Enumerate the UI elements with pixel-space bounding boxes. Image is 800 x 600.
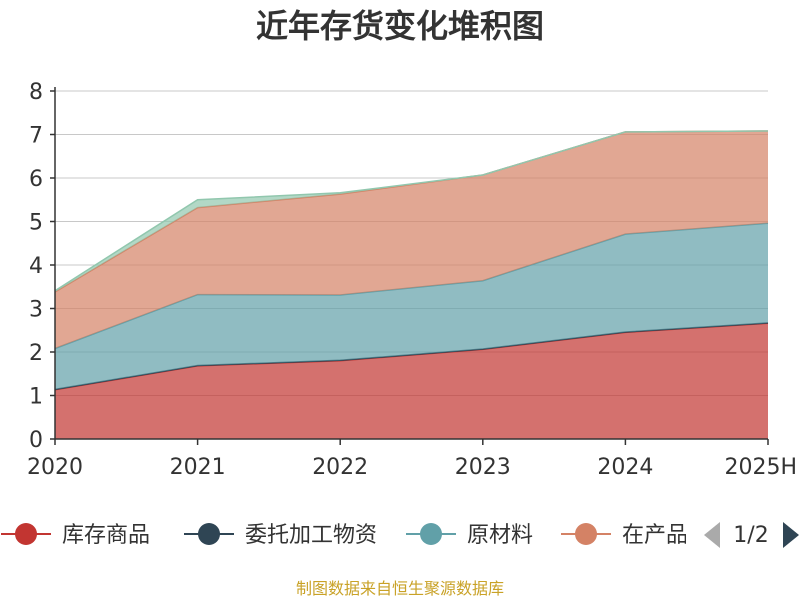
legend-next-icon[interactable] bbox=[783, 522, 799, 548]
legend-label: 库存商品 bbox=[62, 523, 150, 548]
x-tick-label: 2023 bbox=[455, 455, 511, 480]
legend-item-3[interactable]: 在产品 bbox=[561, 523, 688, 548]
y-tick-label: 4 bbox=[29, 254, 43, 279]
area-series-3[interactable] bbox=[55, 131, 768, 349]
source-note: 制图数据来自恒生聚源数据库 bbox=[295, 579, 504, 598]
y-tick-label: 2 bbox=[29, 341, 43, 366]
legend-prev-icon[interactable] bbox=[704, 522, 720, 548]
x-tick-label: 2025H bbox=[724, 455, 797, 480]
y-tick-label: 3 bbox=[29, 298, 43, 323]
legend-marker bbox=[198, 523, 220, 545]
legend-label: 原材料 bbox=[467, 523, 533, 548]
x-tick-label: 2021 bbox=[170, 455, 226, 480]
chart-title: 近年存货变化堆积图 bbox=[255, 7, 544, 45]
legend-marker bbox=[15, 523, 37, 545]
series-line-4 bbox=[54, 130, 769, 292]
y-tick-label: 8 bbox=[29, 80, 43, 105]
legend-marker bbox=[420, 523, 442, 545]
legend-item-0[interactable]: 库存商品 bbox=[1, 523, 150, 548]
area-series-2[interactable] bbox=[55, 223, 768, 390]
legend-marker bbox=[575, 523, 597, 545]
x-tick-label: 2024 bbox=[597, 455, 653, 480]
x-tick-label: 2020 bbox=[27, 455, 83, 480]
legend-item-2[interactable]: 原材料 bbox=[406, 523, 533, 548]
y-tick-label: 7 bbox=[29, 124, 43, 149]
legend-label: 委托加工物资 bbox=[245, 523, 377, 548]
area-series-0[interactable] bbox=[55, 323, 768, 439]
legend-item-1[interactable]: 委托加工物资 bbox=[184, 523, 377, 548]
legend-page-indicator: 1/2 bbox=[733, 523, 768, 548]
y-tick-label: 1 bbox=[29, 385, 43, 410]
x-tick-label: 2022 bbox=[312, 455, 368, 480]
y-tick-label: 0 bbox=[29, 428, 43, 453]
y-tick-label: 6 bbox=[29, 167, 43, 192]
y-tick-label: 5 bbox=[29, 211, 43, 236]
legend-label: 在产品 bbox=[622, 523, 688, 548]
